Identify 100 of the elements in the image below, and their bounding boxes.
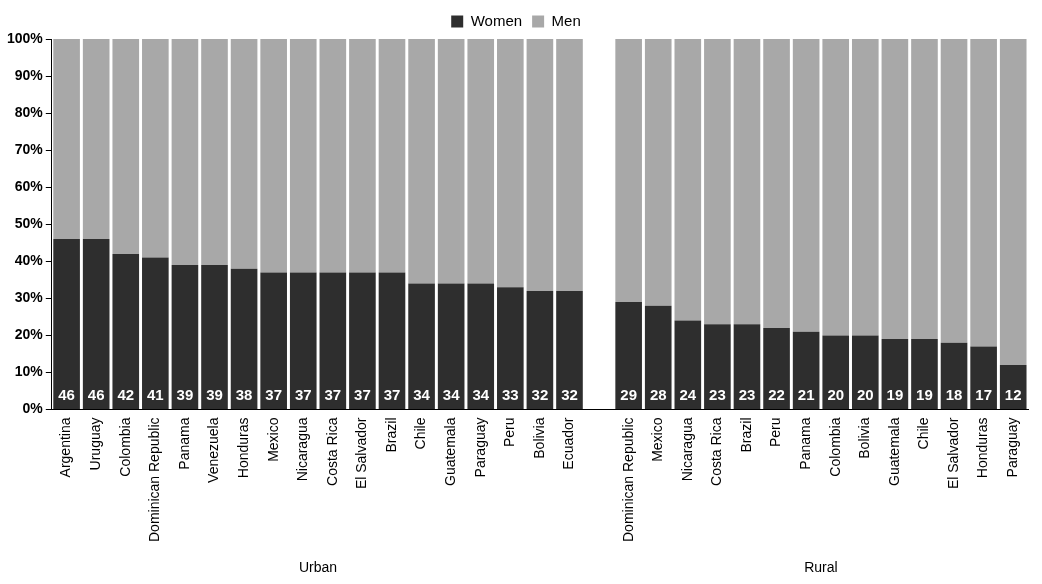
x-tick-label: Honduras [234,417,251,479]
bar [112,253,140,409]
x-tick-label: Costa Rica [323,417,340,486]
bar [260,272,287,409]
data-label: 39 [176,385,194,403]
bar [526,290,554,409]
bar [112,39,140,254]
bar [911,39,938,340]
data-label: 20 [827,385,845,403]
text: Rural [804,559,838,575]
bar [497,39,524,288]
data-label: 23 [709,385,726,403]
bar [260,39,287,273]
bar [378,39,406,273]
data-label: 19 [886,385,904,403]
bar [940,39,968,343]
bar [763,39,790,328]
x-tick-label: Panama [797,417,813,470]
bar [378,272,406,409]
x-tick-label: Peru [767,417,784,448]
bar [881,39,909,340]
data-label: 18 [945,385,963,403]
y-tick-label: 90% [14,66,44,83]
data-label: 37 [294,385,312,403]
y-tick-label: 40% [14,252,44,269]
x-tick-label: Bolivia [530,417,547,459]
bar [940,342,968,409]
y-tick-label: 0% [22,400,44,417]
x-tick-label: Paraguay [471,417,488,478]
y-tick-label: 10% [14,363,44,380]
bar [230,39,258,269]
x-tick-label: Guatemala [442,417,459,486]
y-tick-label: 70% [14,141,44,158]
y-tick-label: 60% [14,178,44,195]
bar [851,335,879,409]
bar [970,39,997,347]
data-label: 37 [383,385,401,403]
y-tick-label: 100% [6,29,44,46]
data-label: 22 [768,385,785,403]
x-tick-label: Ecuador [560,417,577,470]
y-tick-label: 30% [14,289,44,306]
bar [82,39,110,240]
bar [911,339,938,409]
data-label: 19 [916,385,933,403]
bar [644,305,672,409]
bar [556,39,583,291]
data-label: 42 [117,385,135,403]
x-tick-label: Bolivia [856,417,873,459]
bar [289,272,317,409]
bar [674,320,702,409]
y-tick-label: 80% [14,103,44,120]
bar [999,365,1027,409]
bar [970,346,997,409]
bar [822,335,850,409]
bar [615,39,642,303]
data-label: 33 [501,385,519,403]
x-tick-label: Paraguay [1004,417,1021,478]
data-label: 37 [354,385,371,403]
bar [319,272,347,409]
bar [674,39,702,321]
x-tick-label: Chile [915,417,932,450]
bar [556,290,583,409]
data-label: 34 [413,385,431,403]
x-tick-label: Uruguay [87,417,104,471]
bar [53,39,80,240]
x-tick-label: Guatemala [885,417,902,486]
x-tick-label: Colombia [116,417,133,477]
data-label: 38 [235,385,253,403]
bar [467,39,495,284]
x-tick-label: Brazil [737,417,754,453]
bar [792,39,820,332]
bar [408,39,435,284]
bar [644,39,672,306]
data-label: 23 [738,385,756,403]
data-label: 24 [679,385,697,403]
bar [704,39,731,325]
data-label: 32 [531,385,549,403]
bar [408,283,435,409]
data-label: 12 [1004,385,1022,403]
x-tick-label: Mexico [649,417,666,462]
bar [467,283,495,409]
data-label: 32 [561,385,578,403]
bar [349,39,376,273]
bar [526,39,554,291]
x-tick-label: Nicaragua [678,417,695,482]
legend-label: Men [551,11,581,29]
bar [201,39,228,265]
data-label: 46 [87,385,105,403]
bar [319,39,347,273]
bar [763,327,790,409]
bar [437,283,465,409]
data-label: 21 [797,385,815,403]
data-label: 37 [265,385,283,403]
text: Urban [298,559,338,575]
x-tick-label: El Salvador [944,417,961,490]
bar [851,39,879,336]
bar [349,272,376,409]
x-tick-label: Mexico [264,417,281,462]
data-label: 41 [147,385,164,403]
data-label: 37 [324,385,342,403]
